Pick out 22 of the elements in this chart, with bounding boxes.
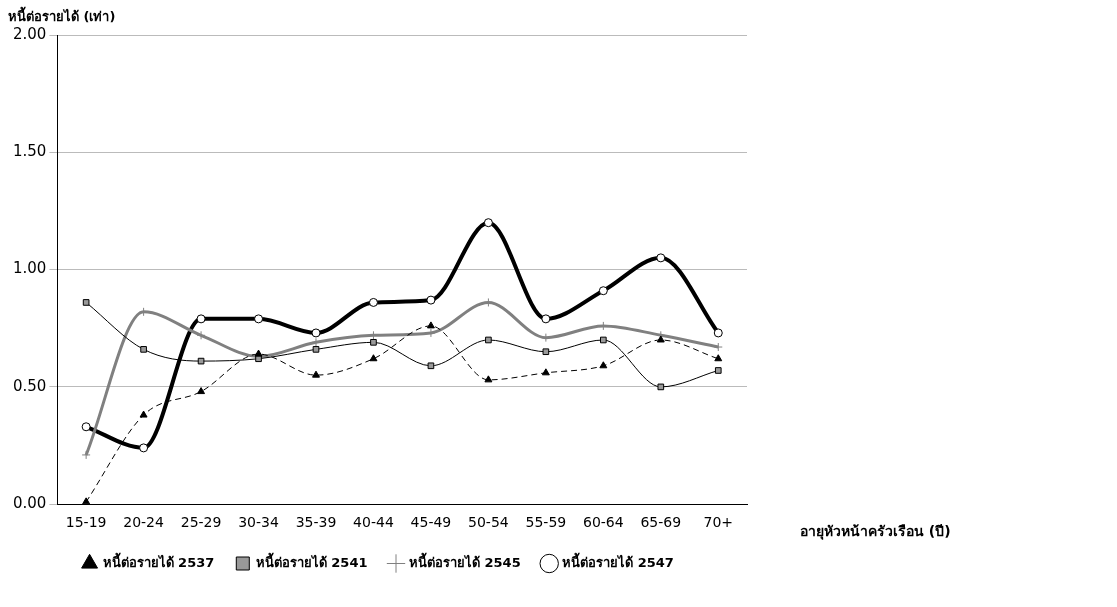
x-tick-label: 20-24 [123, 514, 165, 531]
x-tick-label: 50-54 [468, 514, 509, 531]
y-tick-label: 2.00 [12, 24, 47, 43]
legend-label: หนี้ต่อรายได้ 2541 [255, 551, 368, 570]
y-tick-label: 0.00 [12, 494, 47, 513]
y-tick-label: 1.00 [12, 259, 47, 278]
x-tick-label: 30-34 [238, 514, 279, 531]
legend-label: หนี้ต่อรายได้ 2545 [409, 551, 521, 570]
x-tick-label: 35-39 [295, 514, 337, 531]
x-tick-label: 25-29 [180, 514, 222, 531]
y-tick-label: 0.50 [12, 376, 47, 395]
x-tick-label: 45-49 [410, 514, 452, 531]
x-axis-title: อายุหัวหน้าครัวเรือน (ปี) [800, 522, 951, 542]
legend-label: หนี้ต่อรายได้ 2547 [562, 551, 674, 570]
x-tick-label: 65-69 [640, 514, 682, 531]
x-tick-label: 15-19 [65, 514, 107, 531]
x-tick-label: 55-59 [525, 514, 567, 531]
x-tick-label: 70+ [703, 514, 734, 531]
x-tick-label: 60-64 [582, 514, 624, 531]
y-tick-label: 1.50 [12, 142, 47, 161]
legend-label: หนี้ต่อรายได้ 2537 [102, 551, 215, 570]
x-tick-label: 40-44 [353, 514, 394, 531]
